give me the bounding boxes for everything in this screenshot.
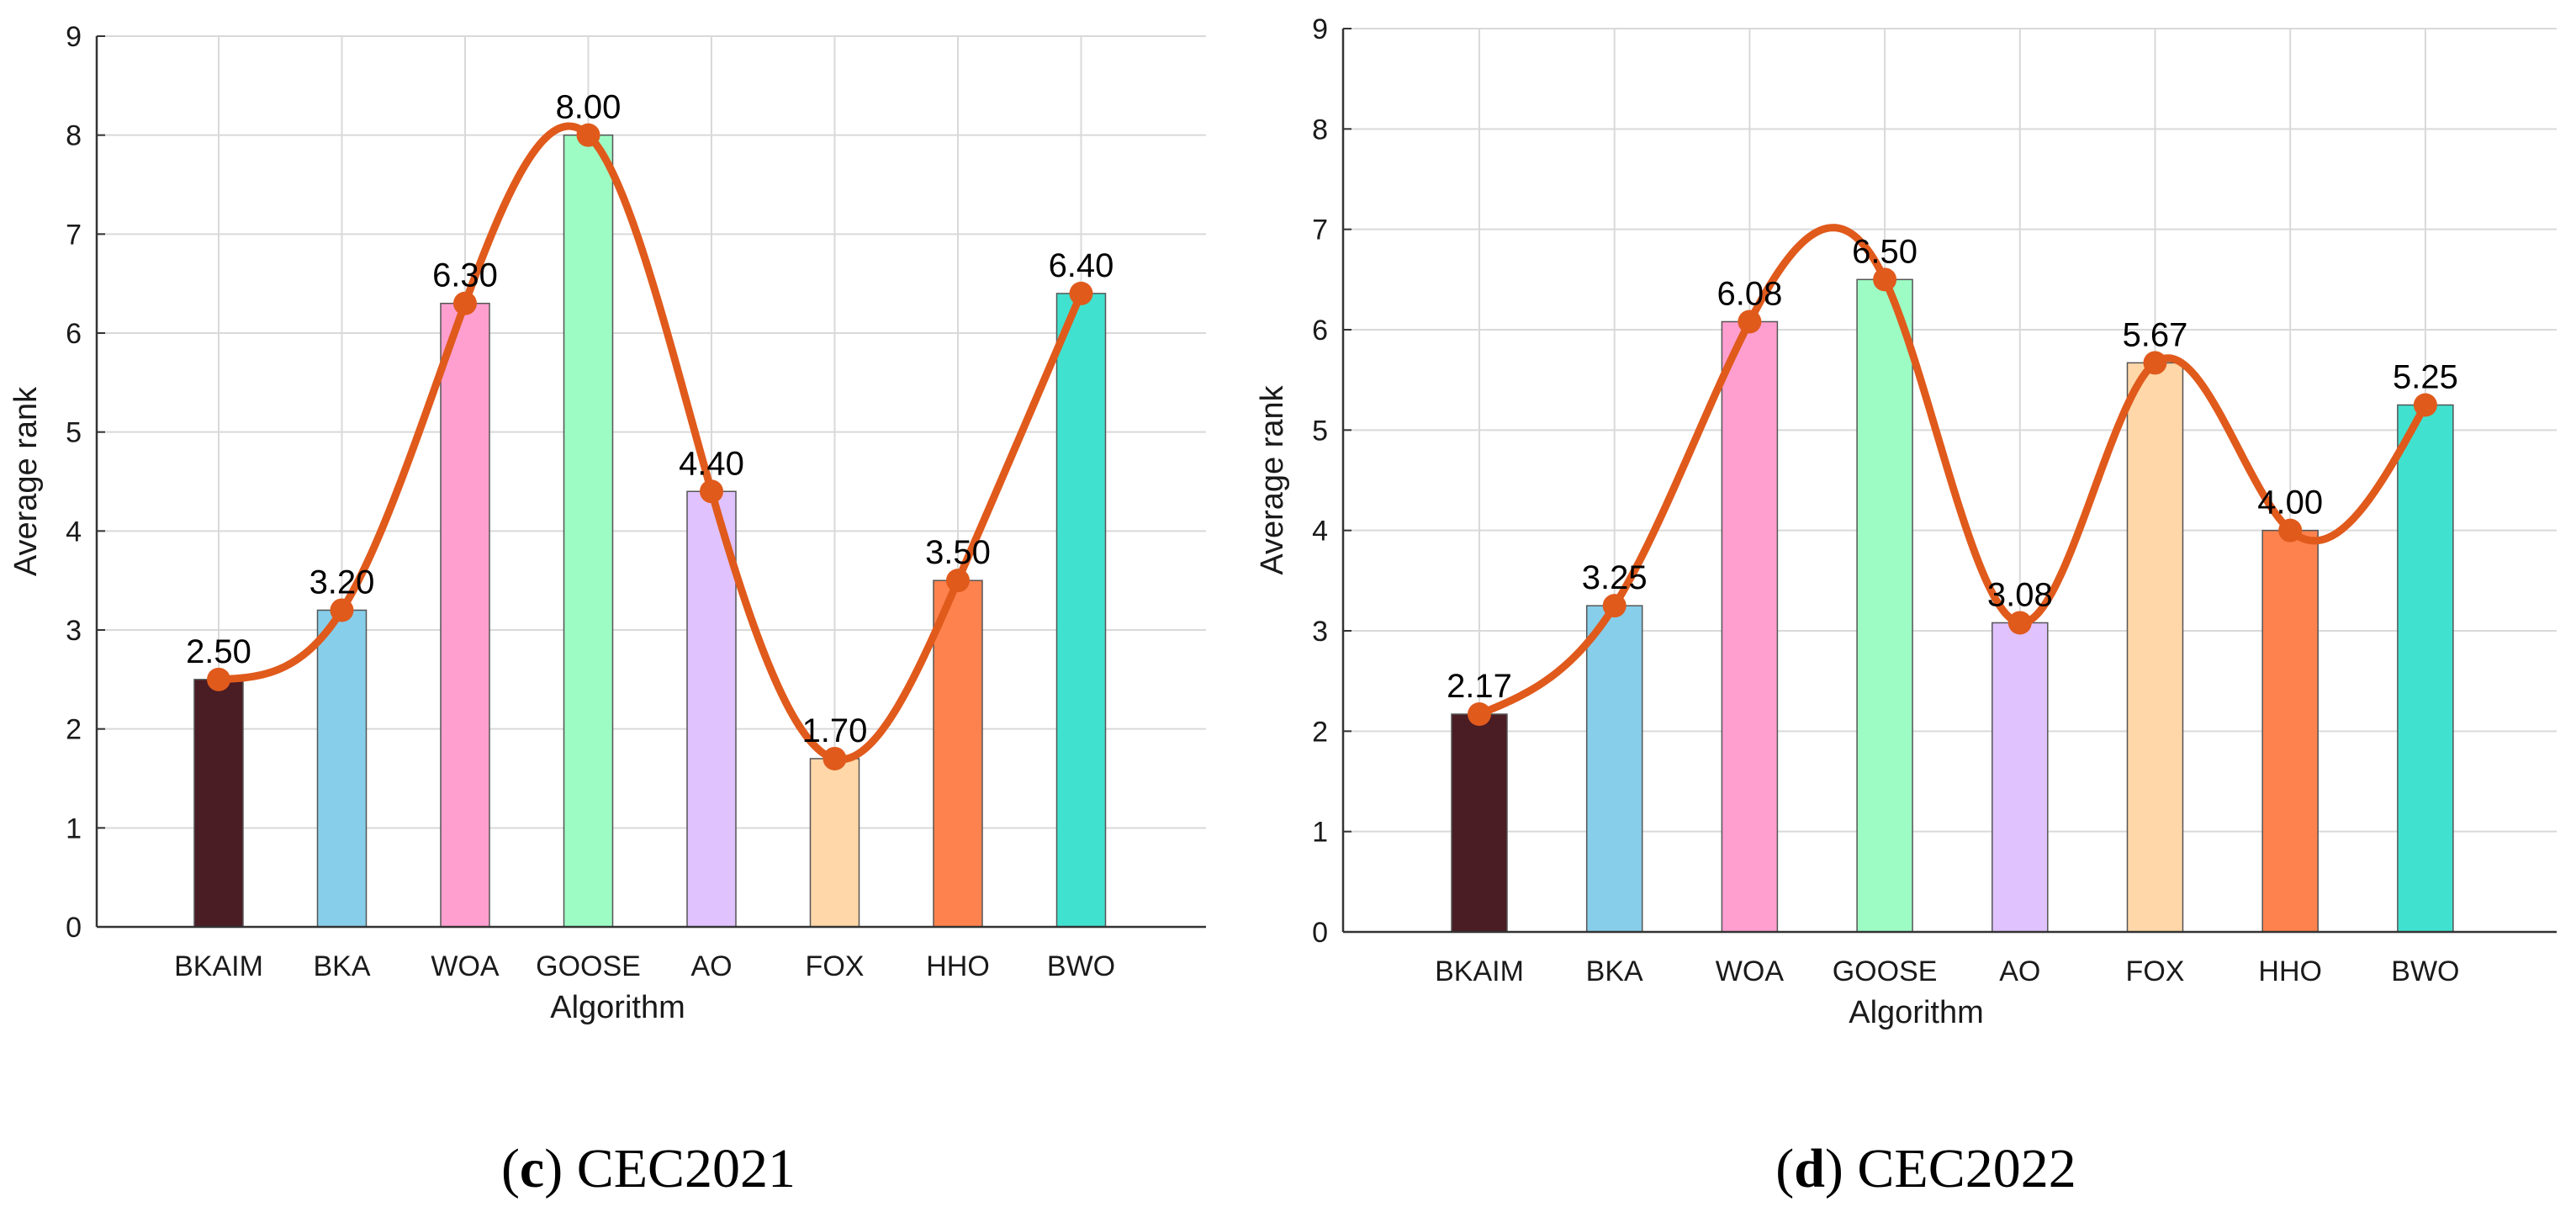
d-bar-bkaim bbox=[1451, 713, 1508, 933]
caption-c-text: CEC2021 bbox=[576, 1138, 796, 1199]
c-data-label-bka: 3.20 bbox=[309, 564, 375, 601]
c-data-label-hho: 3.50 bbox=[925, 534, 991, 571]
d-y-axis-title: Average rank bbox=[1255, 384, 1290, 574]
d-ytick-label: 4 bbox=[1312, 516, 1328, 548]
d-ytick-label: 0 bbox=[1312, 917, 1328, 949]
c-trend-line bbox=[214, 122, 1085, 764]
d-x-axis-title: Algorithm bbox=[1849, 995, 1984, 1030]
d-marker-goose bbox=[1873, 267, 1897, 292]
c-bar-woa bbox=[440, 302, 490, 928]
d-marker-fox bbox=[2143, 351, 2167, 375]
d-xtick-label: HHO bbox=[2258, 955, 2322, 987]
c-bar-goose bbox=[563, 134, 614, 928]
d-xtick-label: GOOSE bbox=[1833, 955, 1938, 987]
c-marker-hho bbox=[946, 569, 970, 593]
c-xtick-label: GOOSE bbox=[536, 950, 641, 982]
c-data-label-fox: 1.70 bbox=[802, 712, 868, 749]
c-marker-bwo bbox=[1069, 281, 1093, 305]
d-ytick-label: 3 bbox=[1312, 616, 1328, 648]
c-data-label-bkaim: 2.50 bbox=[186, 633, 251, 670]
d-data-label-ao: 3.08 bbox=[1987, 576, 2053, 613]
c-marker-ao bbox=[700, 479, 723, 504]
c-y-axis-title: Average rank bbox=[8, 386, 44, 576]
d-marker-bwo bbox=[2413, 393, 2437, 417]
d-xtick-label: AO bbox=[1999, 955, 2040, 987]
c-ytick-label: 9 bbox=[66, 21, 82, 53]
caption-c: (c) CEC2021 bbox=[500, 1138, 796, 1199]
c-data-label-goose: 8.00 bbox=[556, 89, 622, 126]
c-xtick-label: WOA bbox=[431, 950, 500, 982]
c-data-label-bwo: 6.40 bbox=[1049, 247, 1114, 284]
c-bar-bka bbox=[316, 609, 368, 928]
d-data-label-bwo: 5.25 bbox=[2393, 359, 2458, 396]
c-xtick-label: BKAIM bbox=[174, 950, 263, 982]
d-marker-bkaim bbox=[1468, 702, 1491, 727]
d-marker-ao bbox=[2007, 611, 2032, 635]
c-marker-bka bbox=[330, 598, 354, 622]
c-x-axis-title: Algorithm bbox=[550, 990, 685, 1025]
c-xtick-label: BWO bbox=[1047, 950, 1115, 982]
d-ytick-label: 7 bbox=[1312, 214, 1328, 246]
d-xtick-label: BKAIM bbox=[1435, 955, 1524, 987]
d-trend-line bbox=[1475, 224, 2430, 718]
d-data-label-hho: 4.00 bbox=[2257, 484, 2323, 521]
d-bar-bka bbox=[1585, 605, 1643, 933]
c-marker-woa bbox=[453, 291, 477, 315]
c-marker-fox bbox=[823, 746, 847, 770]
caption-d-letter: d bbox=[1794, 1138, 1825, 1199]
c-ytick-label: 5 bbox=[66, 417, 82, 449]
c-bar-bkaim bbox=[193, 679, 244, 928]
d-data-label-bkaim: 2.17 bbox=[1447, 668, 1512, 705]
d-ytick-label: 1 bbox=[1312, 817, 1328, 849]
c-ytick-label: 7 bbox=[66, 219, 82, 251]
c-ytick-label: 8 bbox=[66, 120, 82, 152]
d-bar-woa bbox=[1721, 320, 1779, 933]
d-xtick-label: BKA bbox=[1586, 955, 1643, 987]
d-bar-ao bbox=[1992, 622, 2049, 933]
d-bar-goose bbox=[1856, 278, 1913, 933]
d-bar-fox bbox=[2126, 362, 2184, 933]
c-xtick-label: AO bbox=[690, 950, 732, 982]
c-ytick-label: 2 bbox=[66, 714, 82, 746]
c-bar-ao bbox=[686, 490, 737, 928]
d-marker-hho bbox=[2278, 518, 2303, 543]
d-xtick-label: FOX bbox=[2126, 955, 2185, 987]
caption-d-text: CEC2022 bbox=[1857, 1138, 2076, 1199]
d-data-label-fox: 5.67 bbox=[2123, 316, 2188, 353]
d-marker-bka bbox=[1602, 594, 1627, 618]
c-bar-bwo bbox=[1055, 293, 1107, 928]
d-ytick-label: 2 bbox=[1312, 716, 1328, 748]
d-marker-woa bbox=[1738, 310, 1762, 334]
d-ytick-label: 9 bbox=[1312, 13, 1328, 45]
d-xtick-label: BWO bbox=[2391, 955, 2459, 987]
c-ytick-label: 4 bbox=[66, 516, 82, 548]
d-bar-hho bbox=[2261, 529, 2319, 933]
c-ytick-label: 1 bbox=[66, 812, 82, 844]
c-ytick-label: 6 bbox=[66, 318, 82, 350]
c-xtick-label: BKA bbox=[313, 950, 370, 982]
c-data-label-ao: 4.40 bbox=[679, 445, 744, 482]
d-ytick-label: 6 bbox=[1312, 315, 1328, 347]
d-ytick-label: 8 bbox=[1312, 114, 1328, 146]
caption-c-letter: c bbox=[519, 1138, 545, 1199]
d-bar-bwo bbox=[2397, 404, 2454, 933]
c-xtick-label: FOX bbox=[806, 950, 865, 982]
d-data-label-woa: 6.08 bbox=[1716, 275, 1782, 312]
d-xtick-label: WOA bbox=[1716, 955, 1785, 987]
d-ytick-label: 5 bbox=[1312, 415, 1328, 447]
caption-d: (d) CEC2022 bbox=[1775, 1138, 2076, 1199]
c-marker-bkaim bbox=[207, 667, 230, 691]
c-xtick-label: HHO bbox=[926, 950, 990, 982]
c-ytick-label: 3 bbox=[66, 615, 82, 647]
d-data-label-bka: 3.25 bbox=[1582, 559, 1648, 596]
c-marker-goose bbox=[576, 123, 600, 147]
c-ytick-label: 0 bbox=[66, 912, 82, 944]
d-data-label-goose: 6.50 bbox=[1852, 233, 1917, 270]
c-data-label-woa: 6.30 bbox=[432, 257, 498, 294]
